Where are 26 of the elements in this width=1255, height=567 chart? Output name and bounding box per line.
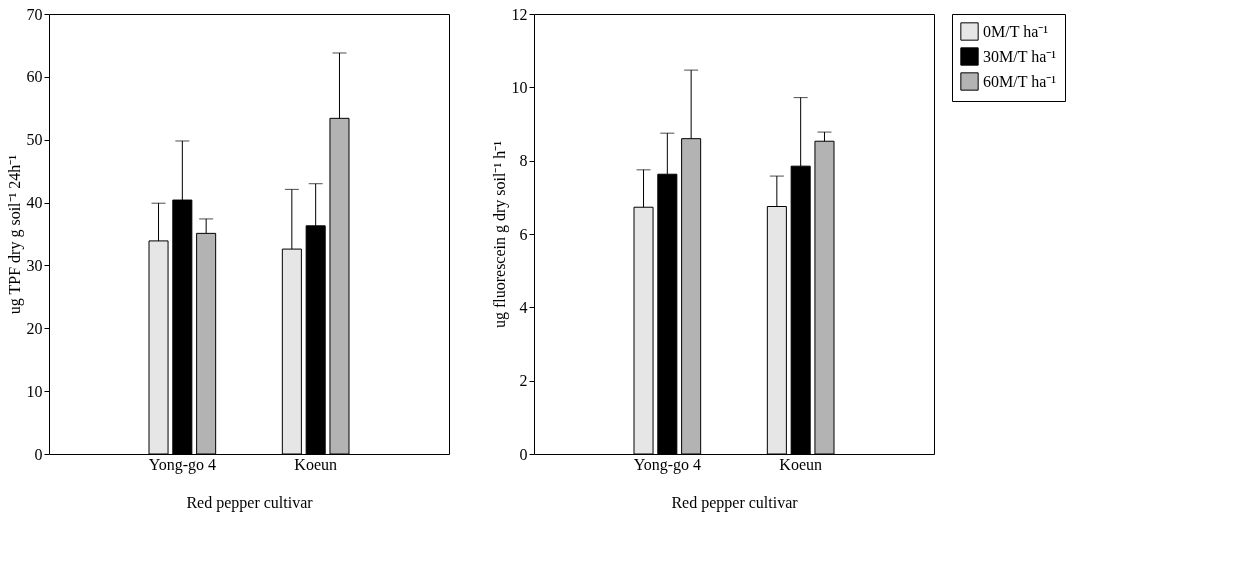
y-tick-label: 2 <box>519 372 528 390</box>
y-tick-label: 20 <box>26 319 43 337</box>
legend-label: 30M/T ha⁻¹ <box>983 47 1057 65</box>
y-tick-label: 70 <box>26 5 43 23</box>
y-tick-label: 0 <box>34 445 43 463</box>
y-tick-label: 50 <box>26 131 43 149</box>
y-tick-label: 10 <box>511 78 528 96</box>
y-tick-label: 4 <box>519 298 528 316</box>
legend-label: 0M/T ha⁻¹ <box>983 22 1049 40</box>
x-tick-label: Yong-go 4 <box>633 455 701 474</box>
y-axis-title: ug TPF dry g soil⁻¹ 24h⁻¹ <box>5 154 24 315</box>
y-tick-label: 0 <box>519 445 528 463</box>
x-axis-title: Red pepper cultivar <box>671 493 799 512</box>
y-tick-label: 6 <box>519 225 528 243</box>
y-tick-label: 60 <box>26 68 43 86</box>
legend-label: 60M/T ha⁻¹ <box>983 72 1057 90</box>
x-tick-label: Koeun <box>779 455 822 473</box>
x-axis-title: Red pepper cultivar <box>186 493 314 512</box>
y-tick-label: 12 <box>511 5 528 23</box>
x-tick-label: Koeun <box>294 455 337 473</box>
x-tick-label: Yong-go 4 <box>148 455 216 474</box>
y-tick-label: 30 <box>26 256 43 274</box>
y-tick-label: 8 <box>519 152 528 170</box>
y-tick-label: 40 <box>26 194 43 212</box>
y-axis-title: ug fluorescein g dry soil⁻¹ h⁻¹ <box>490 140 509 329</box>
y-tick-label: 10 <box>26 382 43 400</box>
